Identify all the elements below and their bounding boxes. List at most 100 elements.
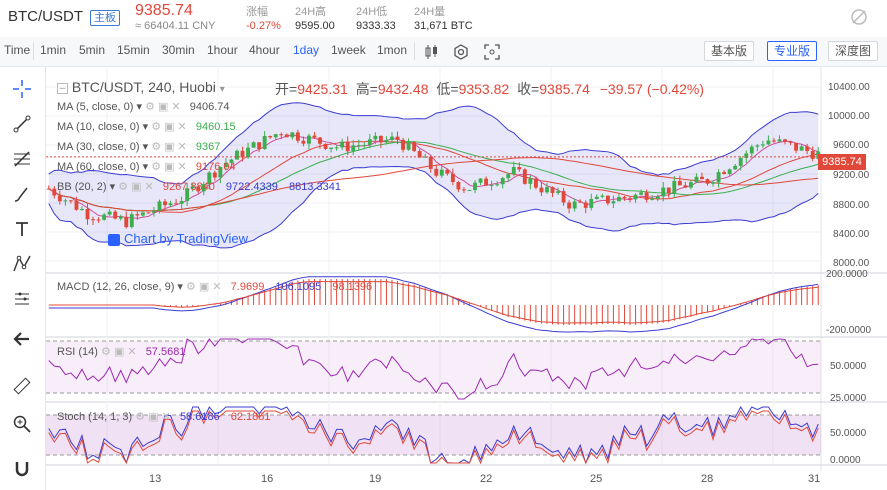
candle-body (755, 145, 760, 147)
trendline-icon[interactable] (8, 112, 36, 136)
stat-label-high: 24H高 (295, 6, 327, 18)
pattern-icon[interactable] (8, 252, 36, 276)
ticker-header: BTC/USDT 主板 9385.74 ≈ 66404.11 CNY 涨幅 -0… (0, 0, 887, 38)
tf-15min[interactable]: 15min (117, 43, 150, 57)
candle-body (484, 178, 489, 186)
macd-yaxis-label: 200.0000 (826, 269, 868, 280)
candle-body (351, 145, 356, 152)
view-basic-button[interactable]: 基本版 (704, 41, 755, 61)
ruler-icon[interactable] (8, 287, 36, 311)
tf-time[interactable]: Time (4, 43, 31, 57)
candle-body (262, 135, 267, 149)
yaxis-label: 9200.00 (833, 170, 870, 181)
study-ma30[interactable]: MA (30, close, 0) ▾ ⚙ ▣ ✕ 9367 (57, 141, 221, 153)
stat-label-change: 涨幅 (246, 6, 268, 18)
candle-body (251, 142, 256, 148)
candle-body (273, 134, 278, 138)
candle-body (533, 178, 538, 188)
text-icon[interactable] (8, 217, 36, 241)
candle-body (738, 157, 743, 166)
magnet-icon[interactable] (8, 457, 36, 481)
candle-type-icon[interactable] (423, 44, 439, 65)
candle-body (622, 196, 627, 199)
candle-body (805, 146, 810, 151)
study-rsi[interactable]: RSI (14) ⚙ ▣ ✕ 57.5681 (57, 346, 186, 358)
tf-30min[interactable]: 30min (162, 43, 195, 57)
study-macd[interactable]: MACD (12, 26, close, 9) ▾ ⚙ ▣ ✕ 7.9699 1… (57, 281, 373, 293)
candle-body (694, 176, 699, 183)
tf-1week[interactable]: 1week (331, 43, 366, 57)
tradingview-watermark[interactable]: Chart by TradingView (108, 231, 248, 246)
stoch-k-line (48, 405, 819, 465)
tf-4hour[interactable]: 4hour (249, 43, 280, 57)
ohlc-high: 9432.48 (377, 81, 429, 97)
stoch-yaxis-label: 0.0000 (830, 455, 861, 466)
candle-body (478, 178, 483, 183)
candle-body (140, 212, 145, 216)
price-chart[interactable] (46, 67, 887, 490)
study-stoch[interactable]: Stoch (14, 1, 3) ⚙ ▣ ✕ 58.6186 62.1851 (57, 411, 271, 423)
candle-body (80, 208, 84, 210)
ohlc-change: −39.57 (−0.42%) (599, 81, 705, 97)
market-tag[interactable]: 主板 (90, 10, 120, 26)
candle-body (434, 168, 439, 176)
study-bb[interactable]: BB (20, 2) ▾ ⚙ ▣ ✕ 9267.8840 9722.4339 8… (57, 181, 341, 193)
measure-icon[interactable] (8, 374, 36, 398)
bb-upper-line (48, 102, 819, 185)
candle-body (727, 169, 732, 175)
tf-5min[interactable]: 5min (79, 43, 106, 57)
candle-body (683, 185, 688, 188)
tf-1mon[interactable]: 1mon (377, 43, 408, 57)
hide-icon[interactable] (850, 8, 868, 31)
candle-body (428, 156, 433, 169)
tf-1day[interactable]: 1day (293, 43, 320, 57)
crosshair-icon[interactable] (8, 77, 36, 101)
candle-body (688, 182, 693, 188)
yaxis-label: 10000.00 (828, 111, 870, 122)
candle-body (301, 140, 306, 144)
zoom-icon[interactable] (8, 412, 36, 436)
last-price: 9385.74 (135, 2, 193, 19)
settings-icon[interactable] (453, 44, 469, 65)
candle-body (578, 201, 583, 203)
study-ma60[interactable]: MA (60, close, 0) ▾ ⚙ ▣ ✕ 9176.04 (57, 161, 236, 173)
tradingview-logo-icon (108, 233, 120, 246)
tf-1min[interactable]: 1min (40, 43, 67, 57)
candle-body (307, 135, 311, 144)
stat-value-change: -0.27% (246, 20, 281, 32)
fib-icon[interactable] (8, 147, 36, 171)
candle-body (63, 200, 68, 202)
candle-body (772, 140, 776, 142)
stat-value-volume: 31,671 BTC (414, 20, 473, 32)
candle-body (157, 201, 162, 211)
candle-body (295, 132, 300, 141)
ohlc-open: 9425.31 (297, 81, 348, 97)
candle-body (401, 139, 405, 150)
candle-body (163, 201, 167, 206)
stat-label-low: 24H低 (356, 6, 388, 18)
candle-body (661, 187, 666, 197)
fullscreen-icon[interactable] (484, 44, 500, 65)
candle-body (362, 144, 367, 146)
stat-value-high: 9595.00 (295, 20, 335, 32)
xaxis-label: 13 (149, 473, 162, 485)
tf-1hour[interactable]: 1hour (207, 43, 238, 57)
candle-body (495, 184, 500, 186)
view-pro-button[interactable]: 专业版 (767, 41, 818, 61)
xaxis-label: 25 (590, 473, 603, 485)
candle-body (583, 202, 588, 208)
candle-body (439, 169, 444, 176)
candle-body (279, 134, 284, 136)
stoch-d-line (48, 409, 819, 465)
study-ma5[interactable]: MA (5, close, 0) ▾ ⚙ ▣ ✕ 9406.74 (57, 101, 230, 113)
view-depth-button[interactable]: 深度图 (828, 41, 879, 61)
arrow-left-icon[interactable] (8, 327, 36, 351)
stoch-band (46, 415, 821, 455)
candle-body (550, 187, 555, 193)
study-ma10[interactable]: MA (10, close, 0) ▾ ⚙ ▣ ✕ 9460.15 (57, 121, 236, 133)
brush-icon[interactable] (8, 182, 36, 206)
candle-body (68, 200, 73, 202)
candle-body (589, 198, 594, 208)
candle-body (152, 210, 156, 213)
xaxis-label: 22 (480, 473, 493, 485)
